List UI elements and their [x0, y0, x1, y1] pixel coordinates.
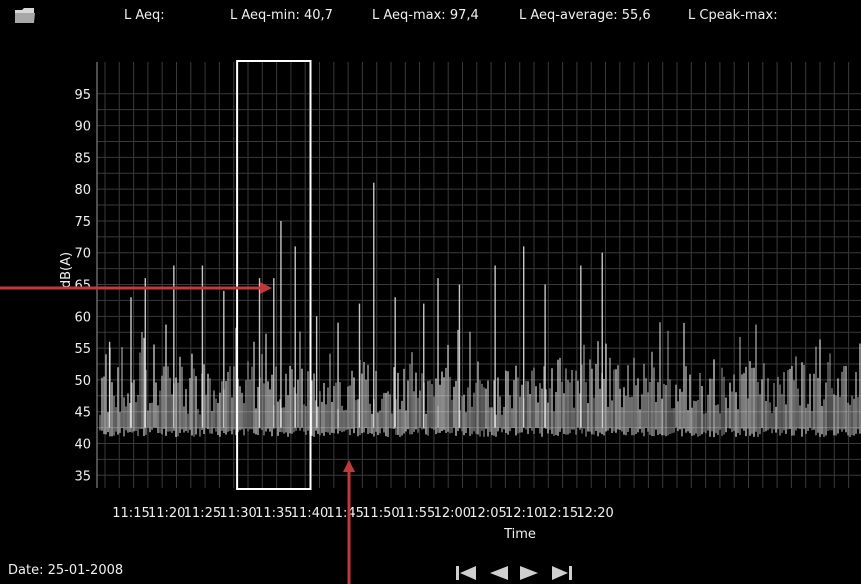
y-axis-label: dB(A) — [59, 252, 74, 288]
y-tick-label: 85 — [74, 151, 91, 166]
x-tick-label: 11:15 — [112, 506, 149, 521]
date-label: Date: 25-01-2008 — [8, 563, 124, 578]
folder-icon[interactable] — [14, 6, 36, 24]
y-tick-label: 40 — [74, 437, 91, 452]
x-tick-label: 11:25 — [184, 506, 221, 521]
y-tick-label: 75 — [74, 215, 91, 230]
x-tick-label: 11:45 — [326, 506, 363, 521]
x-tick-label: 11:50 — [362, 506, 399, 521]
x-tick-label: 11:35 — [255, 506, 292, 521]
x-tick-label: 11:30 — [219, 506, 256, 521]
y-tick-label: 65 — [74, 279, 91, 294]
navigation-controls — [452, 563, 576, 583]
previous-icon[interactable] — [484, 563, 512, 583]
y-tick-label: 45 — [74, 406, 91, 421]
laeq-label: L Aeq: — [124, 8, 165, 23]
x-axis-label: Time — [503, 527, 536, 542]
y-tick-label: 90 — [74, 120, 91, 135]
x-tick-label: 12:00 — [434, 506, 471, 521]
highlight-box — [236, 60, 312, 490]
x-tick-label: 12:10 — [505, 506, 542, 521]
y-tick-label: 50 — [74, 374, 91, 389]
x-axis: 11:1511:2011:2511:3011:3511:4011:4511:50… — [112, 506, 614, 521]
vertical-arrowhead — [343, 460, 355, 472]
sound-level-trace — [99, 182, 861, 438]
x-tick-label: 11:40 — [291, 506, 328, 521]
y-tick-label: 70 — [74, 247, 91, 262]
y-tick-label: 95 — [74, 88, 91, 103]
skip-last-icon[interactable] — [548, 563, 576, 583]
next-icon[interactable] — [516, 563, 544, 583]
laeq-max-label: L Aeq-max: 97,4 — [372, 8, 479, 23]
header-bar: L Aeq: L Aeq-min: 40,7 L Aeq-max: 97,4 L… — [0, 0, 861, 40]
y-tick-label: 35 — [74, 469, 91, 484]
lcpeak-max-label: L Cpeak-max: — [688, 8, 778, 23]
y-tick-label: 80 — [74, 183, 91, 198]
horizontal-arrowhead — [260, 282, 272, 294]
x-tick-label: 11:55 — [398, 506, 435, 521]
x-tick-label: 12:20 — [576, 506, 613, 521]
x-tick-label: 12:05 — [469, 506, 506, 521]
y-axis: 95 90 85 80 75 70 65 60 55 50 45 40 35 — [74, 62, 98, 488]
x-tick-label: 11:20 — [148, 506, 185, 521]
laeq-min-label: L Aeq-min: 40,7 — [230, 8, 333, 23]
x-tick-label: 12:15 — [541, 506, 578, 521]
y-tick-label: 55 — [74, 342, 91, 357]
laeq-average-label: L Aeq-average: 55,6 — [519, 8, 651, 23]
skip-first-icon[interactable] — [452, 563, 480, 583]
y-tick-label: 60 — [74, 310, 91, 325]
